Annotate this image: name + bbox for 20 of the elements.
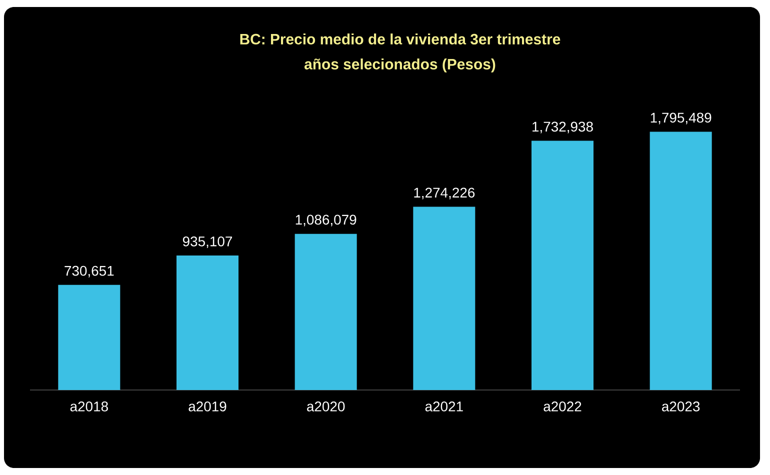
bar — [413, 206, 476, 390]
bar — [650, 132, 712, 390]
x-tick-label: a2018 — [70, 402, 108, 412]
x-tick-label: a2023 — [662, 402, 700, 412]
x-tick-label: a2020 — [307, 402, 345, 412]
bar — [58, 284, 120, 390]
data-label: 1,274,226 — [414, 188, 475, 200]
data-label: 935,107 — [182, 236, 232, 248]
data-label: 1,086,079 — [296, 214, 356, 226]
bar — [176, 256, 238, 390]
data-label: 1,795,489 — [650, 112, 712, 124]
data-label: 1,732,938 — [532, 122, 593, 134]
data-label: 730,651 — [64, 266, 114, 278]
chart-subtitle: años selecionados (Pesos) — [304, 58, 496, 72]
x-tick-label: a2022 — [544, 402, 582, 412]
x-tick-label: a2019 — [188, 402, 226, 412]
bar — [294, 234, 357, 390]
bar — [532, 140, 594, 390]
x-tick-label: a2021 — [425, 402, 463, 412]
chart-title: BC: Precio medio de la vivienda 3er trimestre — [240, 34, 560, 45]
